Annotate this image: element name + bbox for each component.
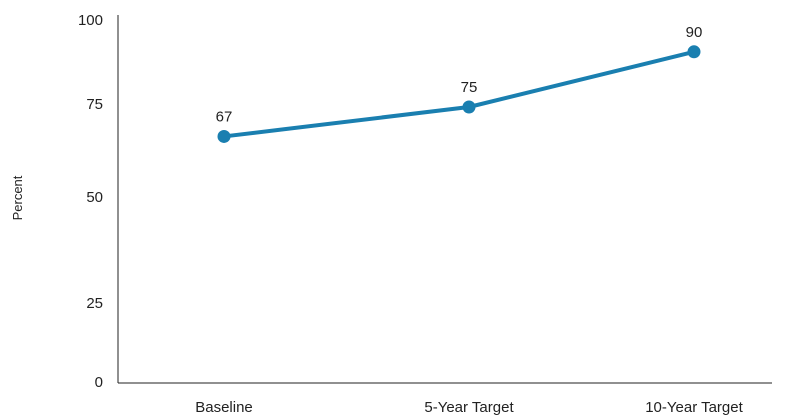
y-tick-label: 50 [86, 189, 103, 206]
data-point [687, 45, 701, 59]
data-label: 67 [216, 108, 233, 125]
x-axis: Baseline 5-Year Target 10-Year Target [118, 382, 772, 416]
series: 67 75 90 [216, 24, 703, 143]
data-label: 75 [461, 79, 478, 96]
y-tick-label: 25 [86, 295, 103, 312]
data-point [462, 100, 476, 114]
x-tick-label: Baseline [195, 399, 253, 416]
y-axis: 0 25 50 75 100 [78, 12, 119, 391]
y-tick-label: 100 [78, 12, 103, 29]
data-point [217, 129, 231, 143]
x-tick-label: 10-Year Target [645, 399, 743, 416]
series-line [222, 49, 696, 139]
x-tick-label: 5-Year Target [424, 399, 514, 416]
y-tick-label: 0 [95, 374, 103, 391]
y-axis-title: Percent [10, 175, 25, 220]
y-tick-label: 75 [86, 96, 103, 113]
data-label: 90 [686, 24, 703, 41]
